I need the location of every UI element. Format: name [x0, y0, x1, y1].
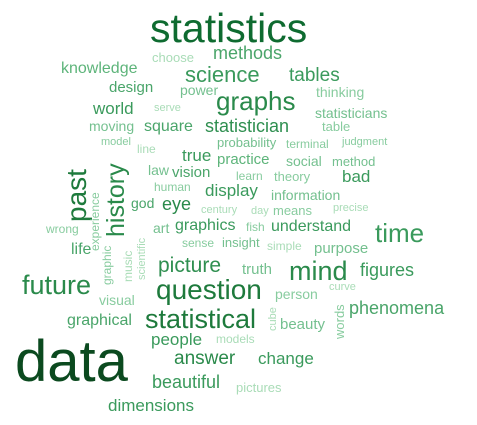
- word-statistics: statistics: [150, 5, 308, 51]
- word-probability: probability: [217, 135, 277, 150]
- word-understand: understand: [271, 218, 352, 235]
- word-models: models: [216, 332, 255, 346]
- word-beauty: beauty: [280, 316, 326, 333]
- word-line: line: [137, 142, 156, 156]
- word-history: history: [102, 163, 130, 237]
- word-power: power: [180, 82, 219, 98]
- word-fish: fish: [246, 220, 265, 234]
- word-model: model: [101, 136, 131, 148]
- word-music: music: [121, 250, 135, 282]
- word-human: human: [154, 180, 191, 194]
- word-statistical: statistical: [145, 304, 257, 334]
- word-future: future: [22, 270, 92, 300]
- word-graphs: graphs: [216, 86, 296, 116]
- word-truth: truth: [242, 261, 273, 278]
- word-god: god: [131, 195, 155, 211]
- word-answer: answer: [174, 348, 236, 369]
- word-question: question: [156, 274, 262, 305]
- word-tables: tables: [289, 65, 340, 86]
- word-simple: simple: [267, 239, 302, 253]
- word-words: words: [332, 304, 347, 339]
- word-wrong: wrong: [46, 222, 79, 236]
- word-precise: precise: [333, 202, 369, 214]
- word-art: art: [153, 220, 170, 236]
- word-statistician: statistician: [205, 116, 290, 136]
- word-picture: picture: [158, 254, 222, 277]
- word-vision: vision: [172, 164, 211, 181]
- word-figures: figures: [360, 260, 415, 280]
- word-purpose: purpose: [314, 240, 369, 257]
- word-bad: bad: [342, 167, 371, 186]
- word-moving: moving: [89, 118, 135, 134]
- word-scientific: scientific: [136, 237, 148, 280]
- word-theory: theory: [274, 169, 311, 184]
- word-people: people: [151, 330, 203, 349]
- word-graphical: graphical: [67, 312, 132, 329]
- word-sense: sense: [182, 236, 215, 250]
- word-phenomena: phenomena: [349, 298, 445, 318]
- word-information: information: [271, 187, 341, 203]
- word-life: life: [71, 241, 92, 258]
- word-cube: cube: [267, 307, 279, 331]
- word-time: time: [375, 218, 425, 248]
- word-serve: serve: [154, 102, 181, 114]
- word-pictures: pictures: [236, 380, 282, 395]
- word-data: data: [15, 329, 128, 394]
- word-beautiful: beautiful: [152, 372, 221, 392]
- word-dimensions: dimensions: [108, 396, 194, 415]
- word-square: square: [144, 118, 193, 135]
- word-mind: mind: [289, 256, 348, 286]
- word-curve: curve: [329, 281, 356, 293]
- word-choose: choose: [152, 50, 194, 65]
- word-change: change: [258, 349, 314, 368]
- word-past: past: [61, 169, 92, 222]
- word-thinking: thinking: [316, 84, 365, 100]
- word-world: world: [93, 99, 134, 118]
- word-display: display: [205, 181, 258, 200]
- word-true: true: [182, 146, 212, 165]
- word-century: century: [201, 204, 238, 216]
- word-insight: insight: [222, 235, 260, 250]
- word-learn: learn: [236, 169, 263, 183]
- word-terminal: terminal: [286, 137, 329, 151]
- word-methods: methods: [213, 43, 283, 63]
- word-day: day: [251, 205, 269, 217]
- word-method: method: [332, 154, 376, 169]
- word-law: law: [148, 162, 170, 178]
- word-judgment: judgment: [342, 136, 388, 148]
- word-table: table: [322, 119, 351, 134]
- word-eye: eye: [162, 194, 192, 214]
- word-person: person: [275, 286, 318, 302]
- word-science: science: [185, 62, 260, 87]
- word-graphics: graphics: [175, 217, 236, 234]
- word-statisticians: statisticians: [315, 105, 388, 121]
- word-graphic: graphic: [100, 245, 114, 285]
- word-visual: visual: [99, 292, 135, 308]
- word-practice: practice: [217, 151, 270, 168]
- word-means: means: [273, 203, 313, 218]
- word-social: social: [286, 153, 322, 169]
- word-knowledge: knowledge: [61, 60, 138, 77]
- word-design: design: [109, 79, 154, 96]
